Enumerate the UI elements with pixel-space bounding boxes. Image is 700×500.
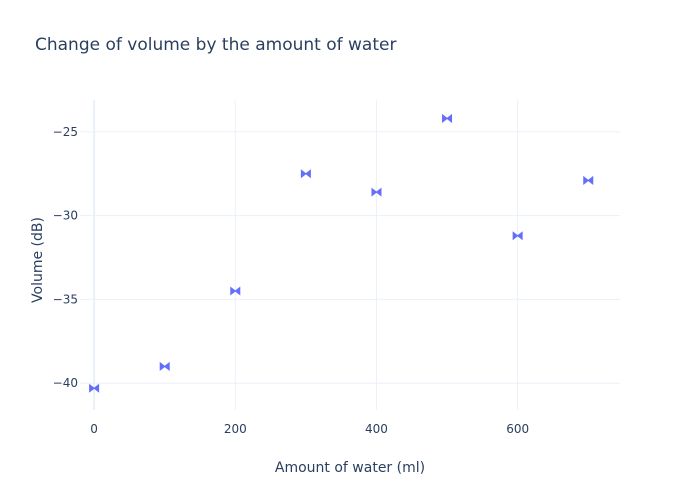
y-axis-label: Volume (dB) [30, 217, 46, 303]
y-tick-label: −25 [53, 125, 78, 139]
x-axis-label: Amount of water (ml) [275, 460, 425, 476]
x-axis-ticks: 0 200 400 600 [90, 422, 529, 436]
plot-area [80, 100, 620, 410]
chart-title: Change of volume by the amount of water [35, 35, 396, 55]
data-points [89, 113, 594, 393]
x-tick-label: 0 [90, 422, 98, 436]
y-tick-label: −40 [53, 376, 78, 390]
data-point [371, 187, 382, 197]
data-point [512, 231, 523, 241]
x-tick-label: 400 [365, 422, 388, 436]
x-tick-label: 200 [224, 422, 247, 436]
data-point [89, 383, 100, 393]
data-point [230, 286, 241, 296]
y-tick-label: −35 [53, 292, 78, 306]
y-gridlines [80, 131, 620, 384]
data-point [583, 175, 594, 185]
data-point [159, 361, 170, 371]
data-point [442, 113, 453, 123]
y-tick-label: −30 [53, 209, 78, 223]
data-point [300, 169, 311, 179]
y-axis-ticks: −25 −30 −35 −40 [53, 125, 78, 390]
x-tick-label: 600 [506, 422, 529, 436]
x-gridlines [234, 100, 519, 410]
